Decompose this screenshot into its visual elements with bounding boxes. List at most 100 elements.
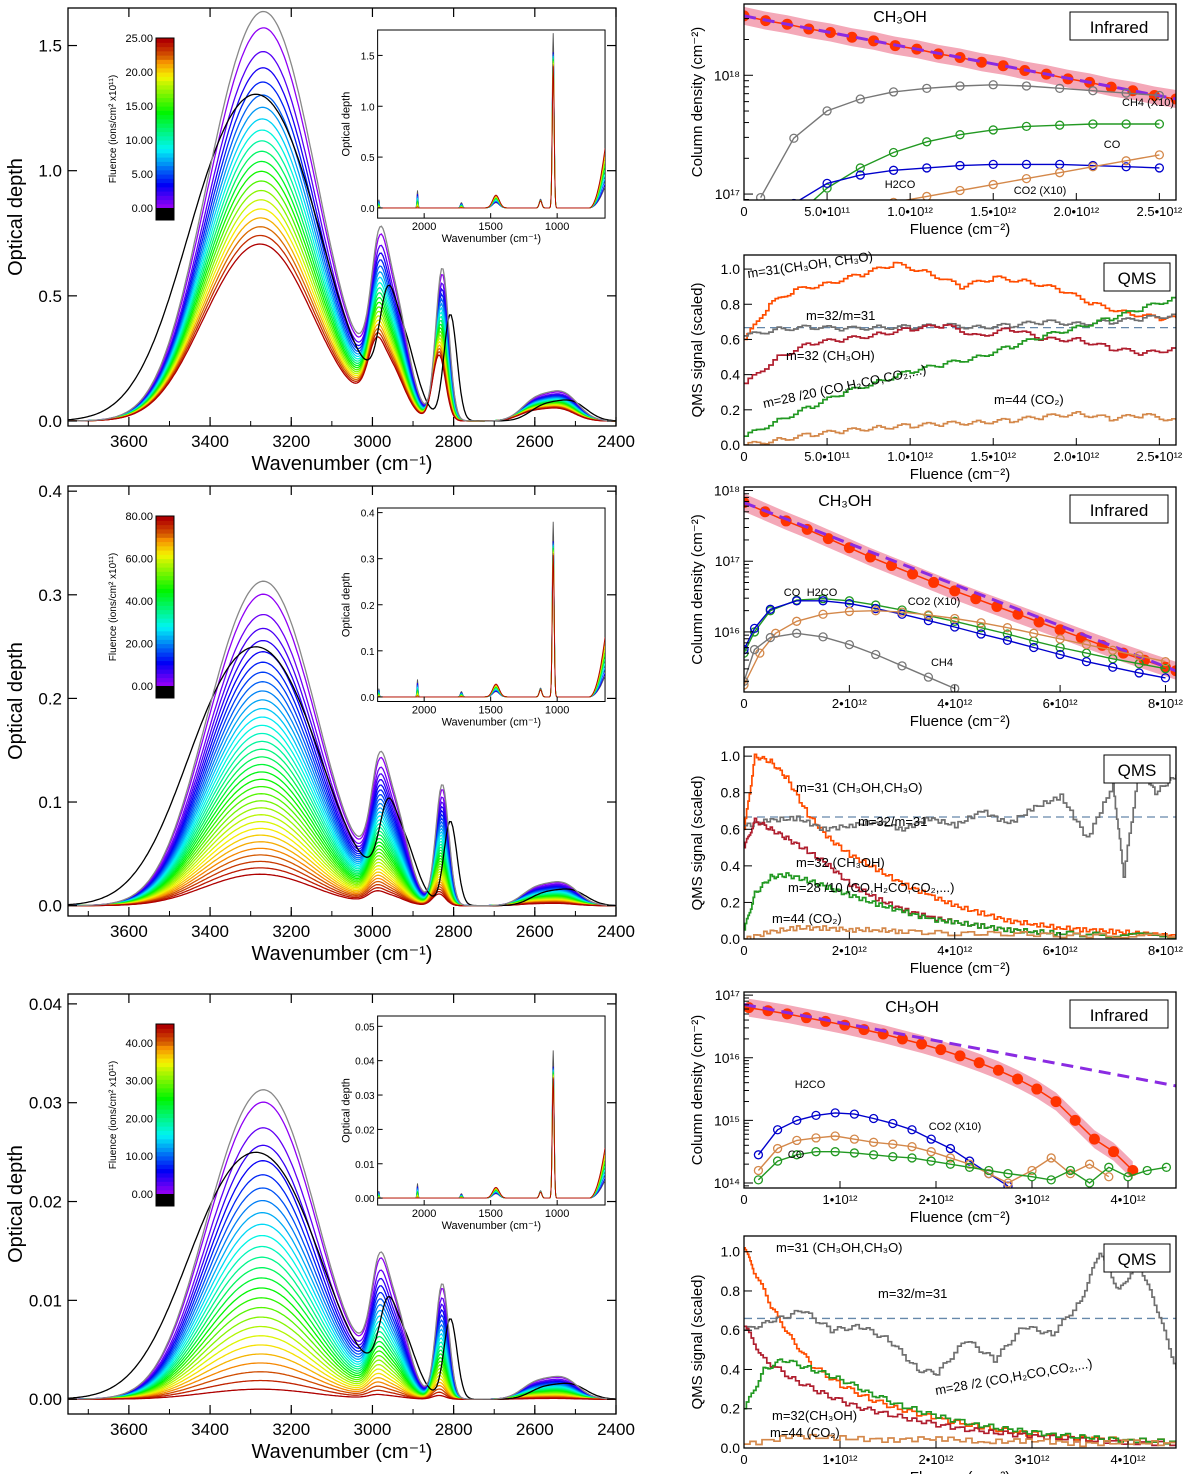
colorbar-swatch <box>156 516 174 521</box>
data-point <box>772 1125 783 1135</box>
data-point <box>886 559 898 571</box>
colorbar-swatch <box>156 1189 174 1195</box>
data-point <box>1046 1175 1056 1185</box>
plot-frame <box>67 993 617 1415</box>
series-label: m=28 /2 (CO,H₂CO,CO₂,...) <box>934 1356 1093 1398</box>
data-point <box>916 1038 928 1050</box>
inset-y-tick-label: 0.4 <box>361 509 375 520</box>
data-point <box>1002 635 1013 646</box>
colorbar-swatch <box>156 635 174 640</box>
inset: 2000 1500 1000 0.0 0.1 0.2 0.3 0.4 Wavenumber (c… <box>341 507 606 729</box>
inset-y-tick-label: 1.5 <box>361 51 375 62</box>
panel-title: Infrared <box>1090 18 1149 37</box>
data-point <box>790 214 798 222</box>
series-line <box>744 872 1176 939</box>
spectra-panel-0: 3600 3400 3200 3000 2800 2600 2400 0.0 0.5 1.0 1.5… <box>5 7 635 475</box>
colorbar-swatch <box>156 1058 174 1063</box>
colorbar-swatch <box>156 1121 174 1127</box>
data-point <box>1161 1162 1172 1172</box>
series-co2x10 <box>753 1131 1114 1188</box>
colorbar-swatch <box>156 596 174 602</box>
data-point <box>907 1142 917 1152</box>
colorbar-tick-label: 20.00 <box>125 67 153 79</box>
colorbar-swatch <box>156 652 174 657</box>
series-label: m=28 /20 (CO,H₂CO,CO₂,...) <box>762 362 928 411</box>
colorbar-swatch <box>156 533 174 538</box>
series-label: m=31(CH₃OH, CH₃O) <box>746 249 873 281</box>
column-density-panel-7: 0 1•10¹² 2•10¹² 3•10¹² 4•10¹² 10¹⁴ 10¹⁵ 10¹⁶ 10¹… <box>689 987 1177 1226</box>
x-tick-label: 3000 <box>354 1420 392 1439</box>
series-label: H2CO <box>795 1079 826 1091</box>
y-tick-label: 0.1 <box>38 793 62 812</box>
inset-y-tick-label: 1.0 <box>361 102 375 113</box>
colorbar-swatch <box>156 567 174 572</box>
inset-x-tick-label: 1500 <box>478 705 502 717</box>
y-tick-label: 0.04 <box>29 995 62 1014</box>
data-point <box>923 610 934 620</box>
colorbar-swatch <box>156 575 174 581</box>
colorbar-swatch <box>156 195 174 201</box>
colorbar-swatch <box>156 1075 174 1080</box>
colorbar-swatch <box>156 97 174 103</box>
colorbar-swatch <box>156 1143 174 1148</box>
series-h2co <box>753 1108 1013 1188</box>
data-point <box>811 1133 821 1143</box>
data-point <box>1081 639 1092 650</box>
series-label: CO <box>1104 139 1121 151</box>
data-point <box>888 165 899 175</box>
colorbar-swatch <box>156 1087 174 1093</box>
x-tick-label: 2.5•10¹² <box>1137 204 1183 219</box>
colorbar-swatch <box>156 203 174 209</box>
colorbar-tick-label: 60.00 <box>125 554 153 566</box>
y-axis-label: Column density (cm⁻²) <box>689 27 706 177</box>
data-point <box>1084 1159 1095 1169</box>
y-axis-label: Optical depth <box>5 1145 27 1263</box>
series-label: m=44 (CO₂) <box>772 911 842 926</box>
colorbar-tick-label: 20.00 <box>125 639 153 651</box>
x-tick-label: 2•10¹² <box>832 943 868 958</box>
colorbar-frame <box>155 515 175 699</box>
data-point <box>970 593 982 605</box>
data-point <box>1046 1153 1056 1163</box>
panel-title-box <box>1069 494 1169 524</box>
colorbar-swatch <box>156 1117 174 1123</box>
series-line <box>744 410 1176 445</box>
data-point <box>1108 1146 1120 1158</box>
colorbar-swatch <box>156 1092 174 1097</box>
colorbar-swatch <box>156 1151 174 1157</box>
y-tick-label: 0.6 <box>721 821 741 837</box>
data-point <box>945 1143 956 1154</box>
data-point <box>765 632 775 643</box>
panel-title-box <box>1069 11 1169 41</box>
data-point <box>753 1165 764 1176</box>
inset: 2000 1500 1000 0.00 0.01 0.02 0.03 0.04 0.05 Wave… <box>341 1015 606 1232</box>
inset-x-tick-label: 1000 <box>545 705 569 717</box>
inset-curves <box>377 33 606 209</box>
data-point <box>1002 623 1013 633</box>
column-density-panel-1: 0 5.0•10¹¹ 1.0•10¹² 1.5•10¹² 2.0•10¹² 2.5•10¹… <box>689 3 1183 238</box>
series-ch4x10 <box>755 80 1165 200</box>
data-point <box>868 1137 879 1147</box>
x-tick-label: 4•10¹² <box>1111 1452 1147 1467</box>
data-point <box>868 1150 879 1160</box>
data-point <box>846 31 858 43</box>
colorbar-swatch <box>156 558 174 564</box>
colorbar-swatch <box>156 639 174 645</box>
data-point <box>1134 668 1144 678</box>
spectrum-initial <box>68 93 616 422</box>
x-tick-label: 3600 <box>110 1420 148 1439</box>
colorbar-swatch <box>156 50 174 56</box>
data-point <box>1031 1083 1043 1095</box>
colorbar-swatch <box>156 84 174 90</box>
data-point <box>997 60 1009 72</box>
colorbar-swatch <box>156 1036 174 1042</box>
inset: 2000 1500 1000 0.0 0.5 1.0 1.5 Wavenumber (cm⁻¹… <box>341 29 606 245</box>
fit-line <box>744 501 1176 673</box>
data-point <box>888 147 899 158</box>
data-point <box>955 130 965 140</box>
x-tick-label: 0 <box>740 204 747 219</box>
colorbar-swatch <box>156 528 174 534</box>
data-point <box>992 1064 1004 1076</box>
colorbar-swatch <box>156 114 174 120</box>
data-point <box>1027 1165 1037 1176</box>
